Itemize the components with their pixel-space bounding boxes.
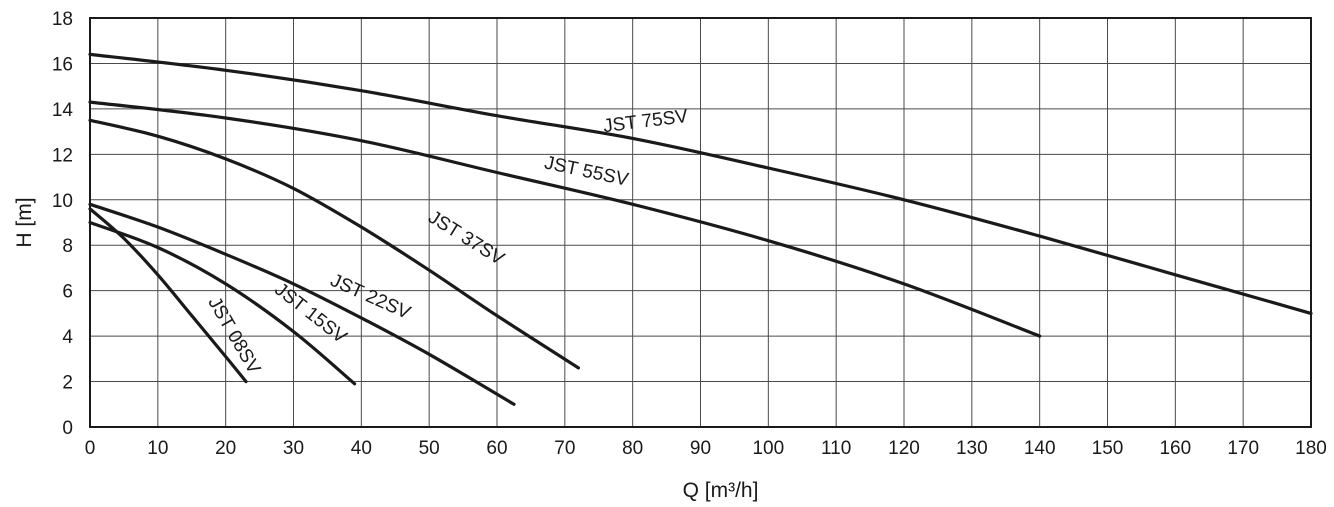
x-tick-label: 90	[690, 438, 711, 459]
y-tick-label: 16	[52, 54, 73, 75]
curve-label: JST 75SV	[602, 106, 689, 137]
curve-jst-75sv	[88, 52, 1313, 315]
x-tick-label: 70	[554, 438, 575, 459]
y-tick-label: 18	[52, 9, 73, 30]
x-tick-label: 80	[622, 438, 643, 459]
x-tick-label: 110	[821, 438, 851, 459]
y-tick-label: 8	[62, 236, 73, 257]
x-tick-label: 170	[1227, 438, 1259, 459]
curve-jst-15sv	[88, 220, 357, 386]
curve-jst-08sv	[88, 207, 248, 384]
x-tick-label: 50	[419, 438, 440, 459]
y-tick-label: 10	[52, 191, 73, 212]
y-tick-label: 6	[62, 282, 73, 303]
x-tick-label: 140	[1024, 438, 1056, 459]
x-tick-label: 150	[1092, 438, 1124, 459]
y-axis-title: H [m]	[13, 197, 36, 247]
x-tick-label: 40	[351, 438, 372, 459]
plot-frame	[89, 17, 1312, 428]
curve-jst-55sv	[88, 100, 1042, 338]
curve-label: JST 37SV	[424, 207, 508, 270]
x-tick-label: 30	[283, 438, 304, 459]
curve-label: JST 22SV	[327, 270, 414, 324]
curves	[88, 52, 1313, 406]
y-tick-label: 14	[52, 100, 74, 121]
x-tick-label: 0	[85, 438, 96, 459]
y-tick-label: 4	[62, 327, 73, 348]
y-tick-label: 0	[62, 418, 73, 439]
curve-jst-22sv	[88, 202, 516, 406]
x-tick-label: 180	[1295, 438, 1327, 459]
x-tick-label: 120	[888, 438, 920, 459]
x-tick-labels: 0 10 20 30 40 50 60 70 80 90 100 110 120 130 140 150 160…	[85, 438, 1327, 459]
curve-jst-37sv	[88, 118, 580, 370]
x-tick-label: 10	[147, 438, 168, 459]
x-tick-label: 160	[1159, 438, 1191, 459]
y-tick-label: 2	[62, 373, 73, 394]
x-tick-label: 60	[486, 438, 507, 459]
x-axis-title: Q [m³/h]	[683, 479, 759, 502]
x-tick-label: 20	[215, 438, 236, 459]
x-tick-label: 100	[752, 438, 784, 459]
y-tick-label: 12	[52, 145, 73, 166]
x-tick-label: 130	[956, 438, 988, 459]
y-tick-labels: 0 2 4 6 8 10 12 14 16 18	[52, 9, 74, 439]
